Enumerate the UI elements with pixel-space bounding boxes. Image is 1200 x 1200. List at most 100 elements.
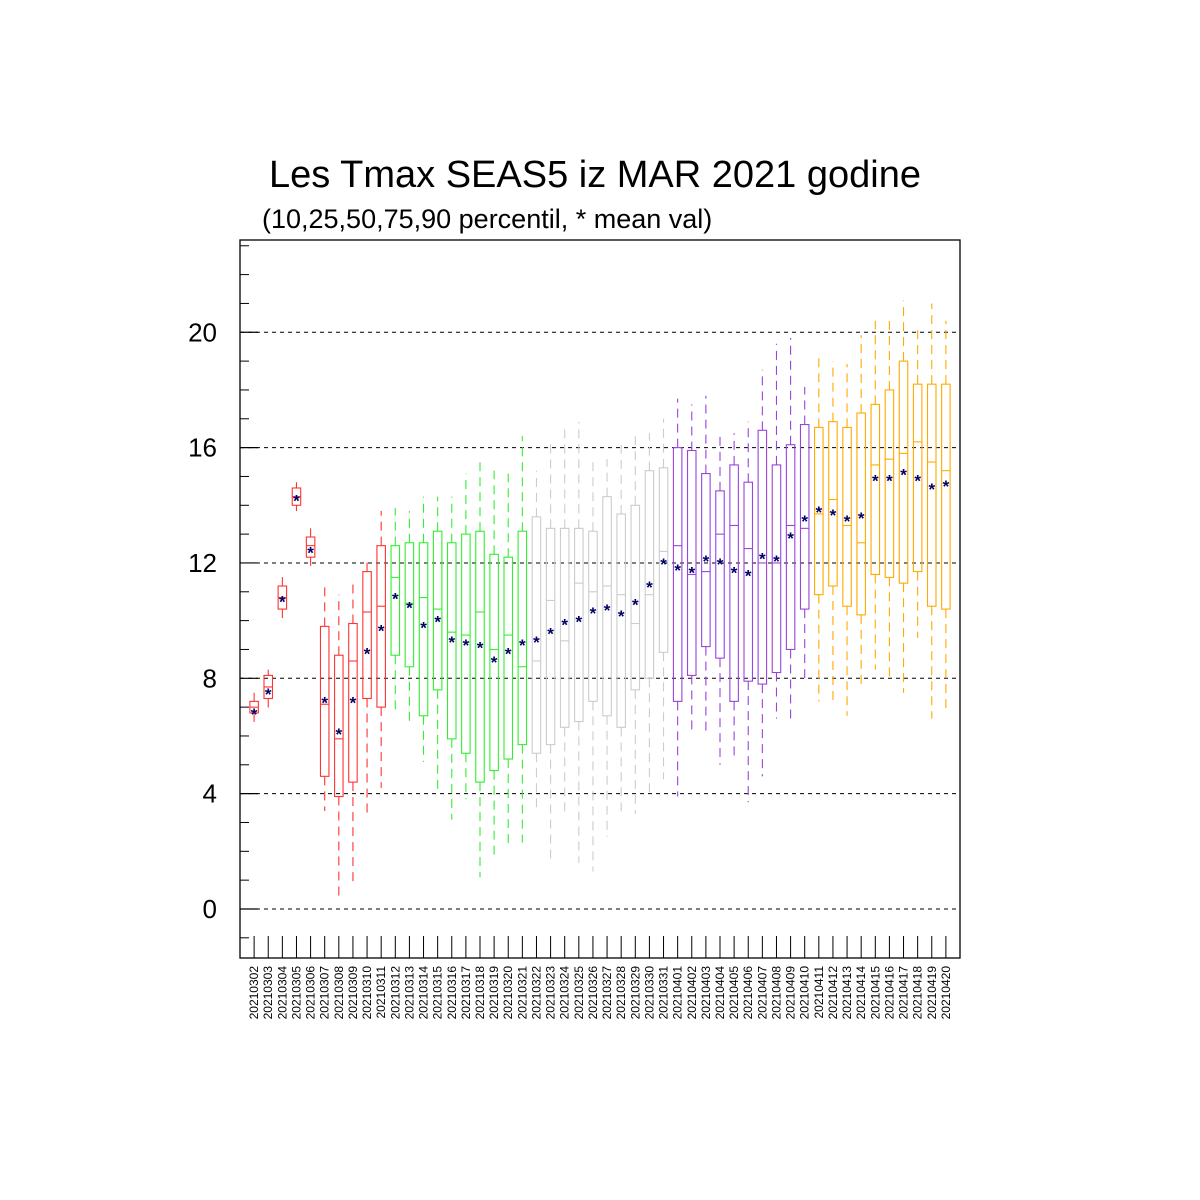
mean-marker: * — [759, 549, 766, 568]
x-tick-label: 20210331 — [657, 966, 671, 1020]
mean-marker: * — [547, 624, 554, 643]
x-tick-label: 20210311 — [374, 966, 388, 1019]
box — [545, 527, 556, 746]
box — [644, 470, 655, 679]
box — [348, 622, 358, 783]
mean-marker: * — [378, 621, 385, 640]
mean-marker: * — [590, 604, 597, 623]
x-tick-label: 20210329 — [628, 966, 642, 1020]
plot-frame — [239, 239, 961, 959]
x-tick-label: 20210317 — [459, 966, 473, 1020]
box — [686, 449, 697, 676]
mean-marker: * — [364, 644, 371, 663]
x-tick-label: 20210417 — [897, 966, 911, 1020]
box — [799, 423, 810, 610]
mean-marker: * — [731, 564, 738, 583]
x-tick-label: 20210306 — [304, 966, 318, 1020]
box — [658, 467, 669, 653]
mean-marker: * — [787, 529, 794, 548]
box — [588, 530, 598, 702]
x-tick-label: 20210314 — [417, 966, 431, 1020]
mean-marker: * — [618, 607, 625, 626]
x-tick-label: 20210406 — [741, 966, 755, 1020]
box — [715, 490, 725, 659]
mean-marker: * — [336, 725, 343, 744]
x-tick-label: 20210402 — [685, 966, 699, 1020]
box — [856, 412, 866, 616]
box — [926, 383, 937, 607]
box — [531, 516, 542, 754]
box — [446, 542, 457, 740]
box — [432, 530, 443, 691]
x-tick-label: 20210324 — [558, 966, 572, 1020]
box — [390, 545, 401, 656]
mean-marker: * — [886, 471, 893, 490]
x-tick-label: 20210325 — [572, 966, 586, 1020]
box — [305, 536, 316, 558]
x-tick-label: 20210319 — [487, 966, 501, 1020]
mean-marker: * — [604, 601, 611, 620]
box — [630, 504, 641, 691]
box — [489, 553, 499, 772]
mean-marker: * — [293, 492, 300, 511]
mean-marker: * — [561, 616, 568, 635]
box — [814, 426, 824, 596]
grid-lines — [240, 331, 960, 910]
x-tick-label: 20210412 — [826, 966, 840, 1020]
box — [602, 496, 612, 717]
box — [319, 625, 330, 777]
x-tick-label: 20210313 — [402, 966, 416, 1020]
mean-marker: * — [858, 509, 865, 528]
x-tick-label: 20210312 — [388, 966, 402, 1020]
box — [574, 527, 584, 723]
mean-marker: * — [321, 693, 328, 712]
x-tick-label: 20210409 — [784, 966, 798, 1020]
box — [729, 464, 739, 702]
mean-marker: * — [279, 593, 286, 612]
box — [404, 542, 415, 668]
mean-marker: * — [251, 705, 258, 724]
mean-marker: * — [392, 590, 399, 609]
mean-marker: * — [914, 471, 921, 490]
mean-marker: * — [406, 598, 413, 617]
box — [701, 473, 711, 648]
box — [616, 513, 626, 728]
mean-marker: * — [646, 578, 653, 597]
box — [842, 426, 852, 607]
y-tick-label: 20 — [188, 317, 217, 347]
mean-marker: * — [801, 512, 808, 531]
mean-marker: * — [943, 477, 950, 496]
box — [828, 421, 838, 587]
x-tick-label: 20210411 — [812, 966, 826, 1019]
x-tick-label: 20210321 — [515, 966, 529, 1020]
box — [334, 654, 344, 798]
box — [672, 447, 683, 702]
chart-subtitle: (10,25,50,75,90 percentil, * mean val) — [262, 204, 712, 234]
y-tick-label: 16 — [188, 433, 217, 463]
mean-marker: * — [844, 512, 851, 531]
mean-marker: * — [872, 471, 879, 490]
mean-marker: * — [717, 555, 724, 574]
box — [376, 545, 386, 708]
mean-marker: * — [477, 639, 484, 658]
mean-marker: * — [745, 567, 752, 586]
x-tick-label: 20210308 — [332, 966, 346, 1020]
mean-marker: * — [660, 555, 667, 574]
x-tick-label: 20210416 — [882, 966, 896, 1020]
box — [559, 527, 570, 728]
x-tick-label: 20210303 — [261, 966, 275, 1020]
x-tick-label: 20210405 — [727, 966, 741, 1020]
x-tick-label: 20210316 — [445, 966, 459, 1020]
mean-marker: * — [434, 613, 441, 632]
box — [870, 403, 881, 576]
x-tick-label: 20210327 — [600, 966, 614, 1020]
box — [517, 530, 528, 746]
x-tick-label: 20210328 — [614, 966, 628, 1020]
mean-marker: * — [773, 552, 780, 571]
x-tick-label: 20210322 — [529, 966, 543, 1020]
y-tick-label: 4 — [203, 779, 217, 809]
mean-marker: * — [830, 506, 837, 525]
x-tick-label: 20210309 — [346, 966, 360, 1020]
